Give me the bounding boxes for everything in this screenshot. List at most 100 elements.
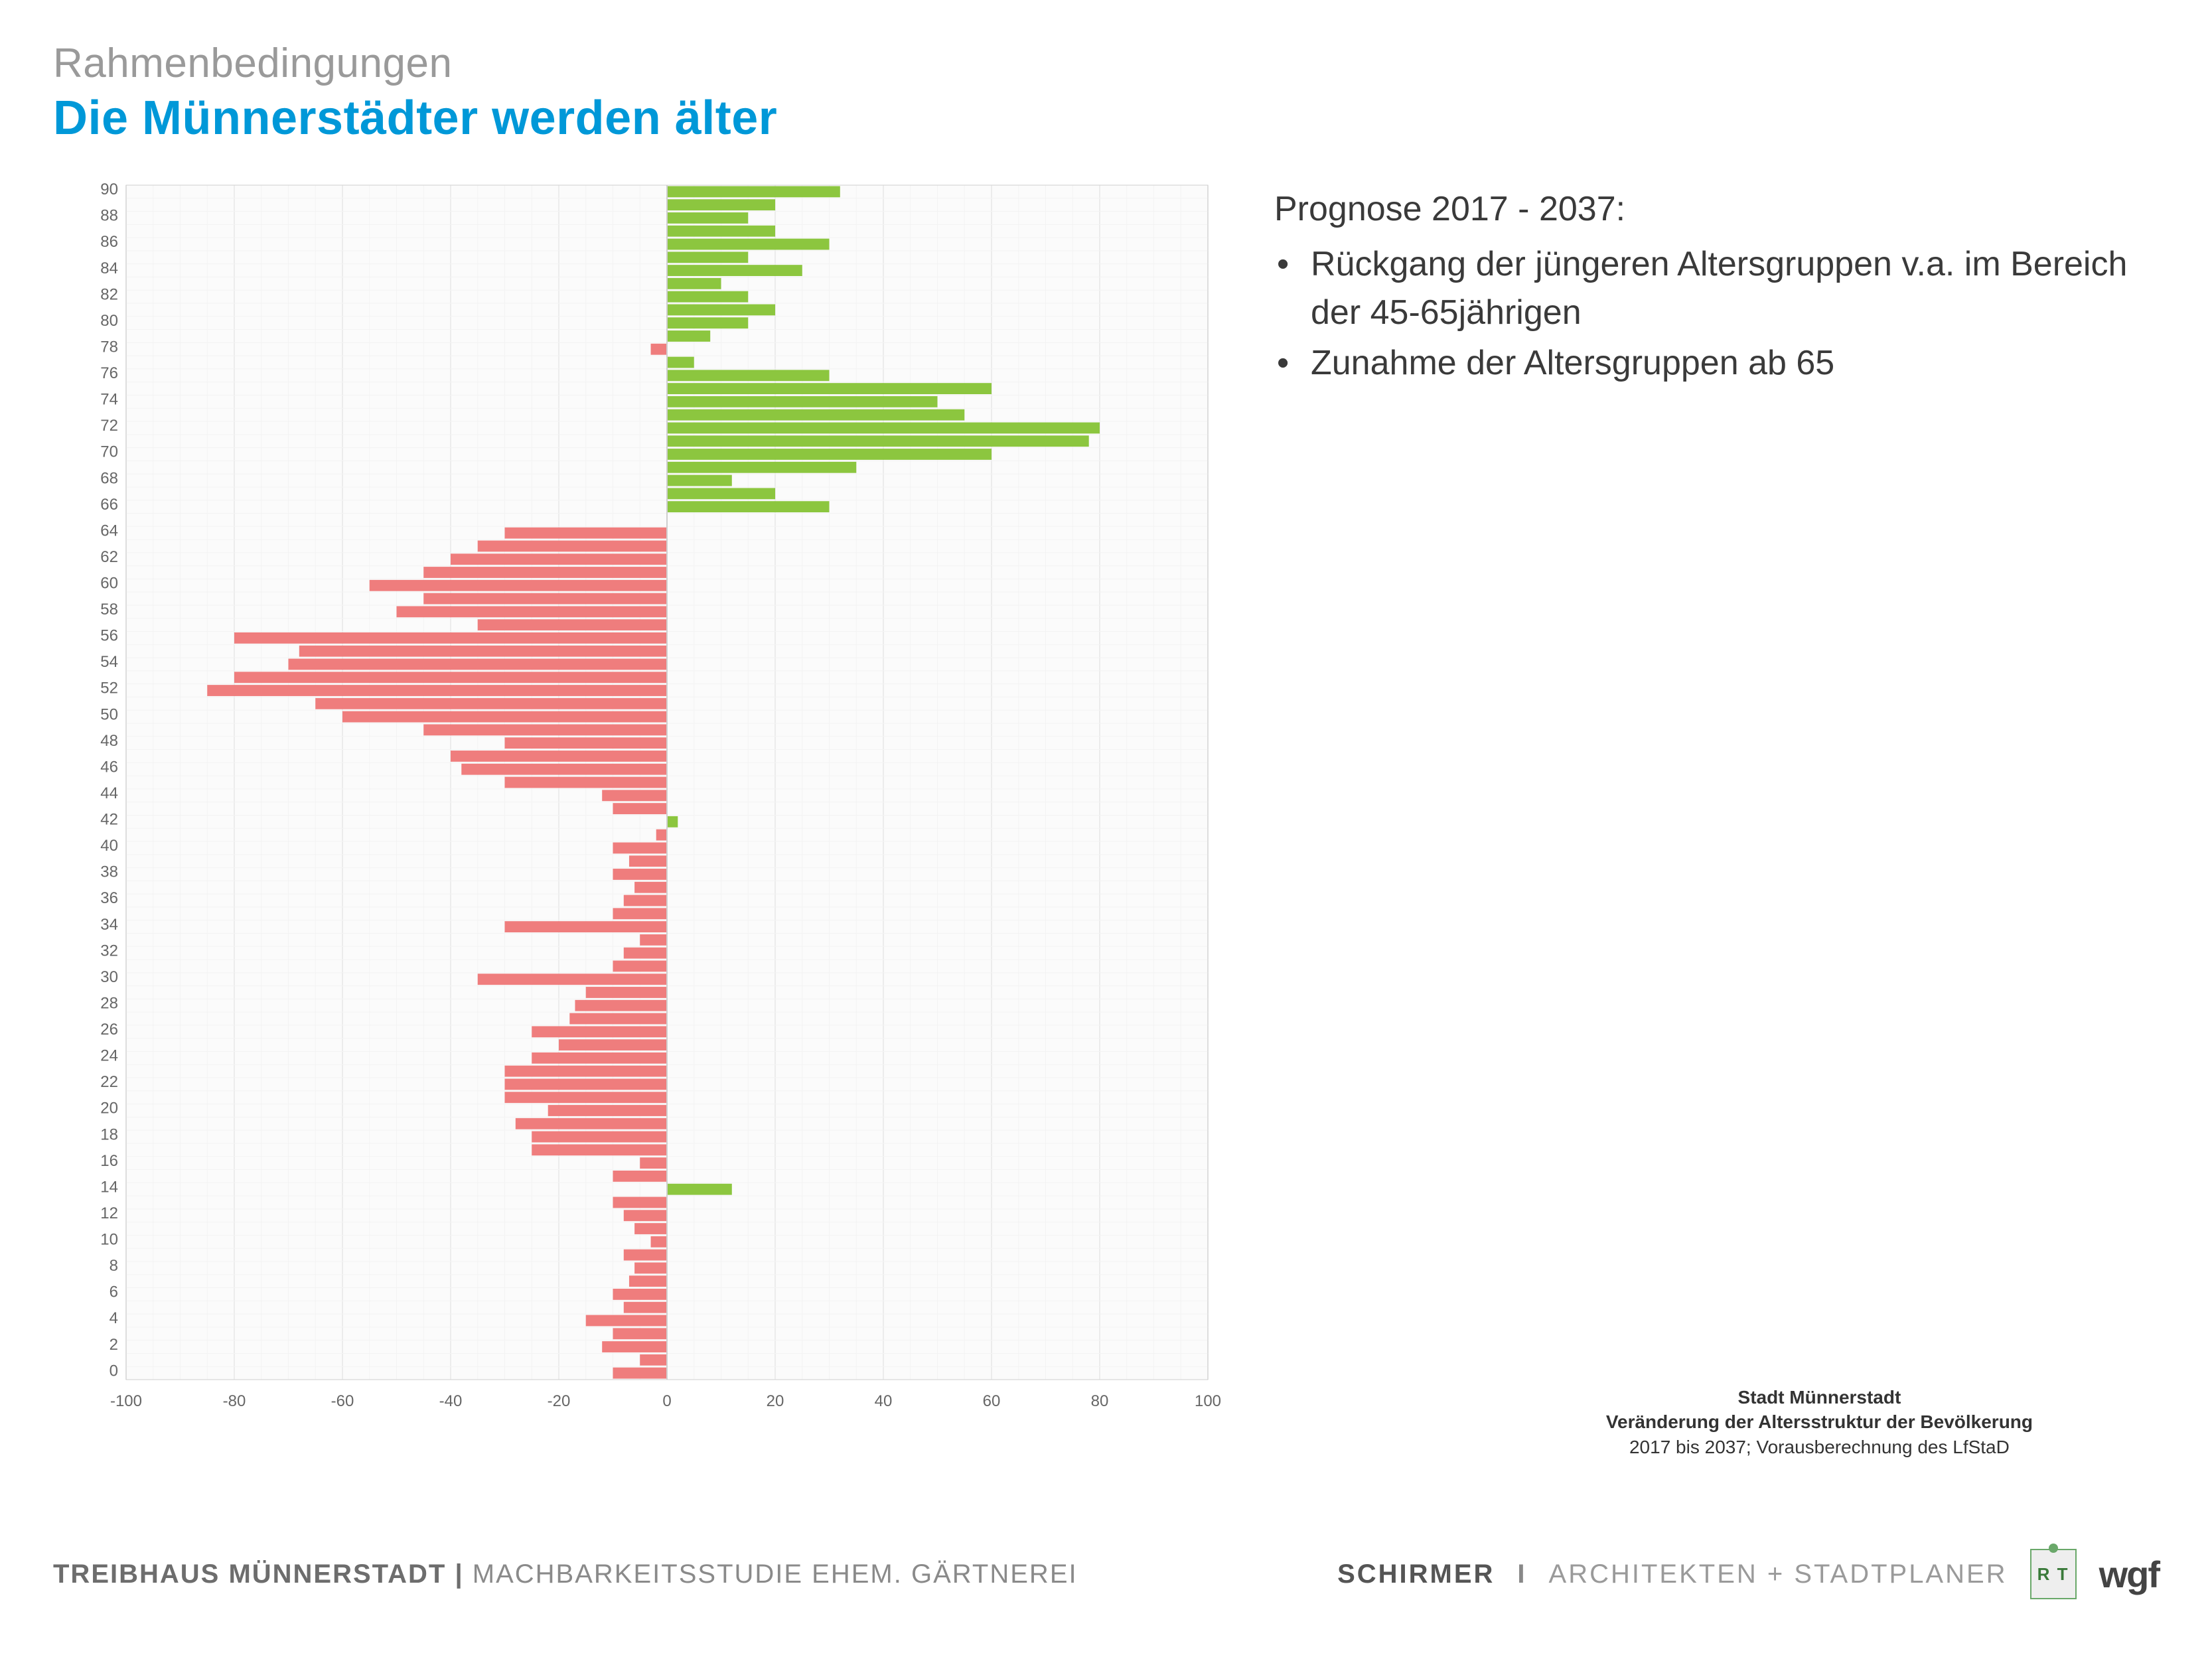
age-change-chart: -100-80-60-40-20020406080100024681012141… xyxy=(66,179,1221,1426)
bar-age-89 xyxy=(667,199,775,210)
y-tick-label: 80 xyxy=(100,312,118,330)
bar-age-80 xyxy=(667,317,748,328)
bar-age-78 xyxy=(651,344,667,355)
y-tick-label: 48 xyxy=(100,732,118,750)
bar-age-47 xyxy=(451,751,667,762)
bar-age-19 xyxy=(516,1118,667,1129)
bar-age-5 xyxy=(624,1302,667,1313)
y-tick-label: 2 xyxy=(110,1336,118,1354)
bar-age-24 xyxy=(532,1052,667,1064)
x-tick-label: 40 xyxy=(875,1392,893,1410)
bar-age-36 xyxy=(624,895,667,906)
bar-age-34 xyxy=(505,921,668,932)
x-tick-label: 100 xyxy=(1195,1392,1221,1410)
y-tick-label: 52 xyxy=(100,680,118,697)
y-tick-label: 76 xyxy=(100,364,118,382)
y-tick-label: 82 xyxy=(100,285,118,303)
footer-left-rest: MACHBARKEITSSTUDIE EHEM. GÄRTNEREI xyxy=(473,1559,1078,1589)
y-tick-label: 40 xyxy=(100,837,118,855)
y-tick-label: 58 xyxy=(100,601,118,618)
bar-age-48 xyxy=(505,737,668,749)
bar-age-86 xyxy=(667,239,830,250)
y-tick-label: 8 xyxy=(110,1257,118,1275)
y-tick-label: 12 xyxy=(100,1204,118,1222)
section-pretitle: Rahmenbedingungen xyxy=(53,40,2159,87)
bar-age-69 xyxy=(667,462,856,473)
sidebar-bullet: Rückgang der jüngeren Altersgruppen v.a.… xyxy=(1274,240,2159,337)
y-tick-label: 90 xyxy=(100,180,118,198)
y-tick-label: 10 xyxy=(100,1231,118,1249)
y-tick-label: 88 xyxy=(100,207,118,225)
bar-age-4 xyxy=(586,1315,667,1327)
bar-age-21 xyxy=(505,1092,668,1103)
bar-age-37 xyxy=(634,882,667,893)
footer-left-bold: TREIBHAUS MÜNNERSTADT | xyxy=(53,1559,473,1589)
footer-divider: I xyxy=(1517,1559,1526,1589)
y-tick-label: 14 xyxy=(100,1178,118,1196)
x-tick-label: -100 xyxy=(110,1392,142,1410)
bar-age-6 xyxy=(613,1289,668,1300)
y-tick-label: 4 xyxy=(110,1309,118,1327)
bar-age-45 xyxy=(505,777,668,788)
y-tick-label: 86 xyxy=(100,233,118,251)
bar-age-44 xyxy=(602,790,667,801)
bar-age-20 xyxy=(548,1105,667,1116)
y-tick-label: 30 xyxy=(100,968,118,986)
bar-age-43 xyxy=(613,803,668,814)
bar-age-16 xyxy=(640,1157,667,1169)
bar-age-85 xyxy=(667,252,748,263)
bar-age-62 xyxy=(451,553,667,565)
bar-age-52 xyxy=(207,685,667,696)
y-tick-label: 62 xyxy=(100,548,118,566)
logo-rt-icon: R T xyxy=(2030,1549,2077,1599)
x-tick-label: 80 xyxy=(1091,1392,1109,1410)
bar-age-22 xyxy=(505,1079,668,1090)
bar-age-33 xyxy=(640,934,667,946)
y-tick-label: 64 xyxy=(100,522,118,540)
y-tick-label: 74 xyxy=(100,391,118,409)
bar-age-81 xyxy=(667,305,775,316)
page-title: Die Münnerstädter werden älter xyxy=(53,91,2159,145)
footer-asp: ARCHITEKTEN + STADTPLANER xyxy=(1549,1559,2008,1589)
x-tick-label: -80 xyxy=(223,1392,246,1410)
bar-age-46 xyxy=(461,764,667,775)
y-tick-label: 24 xyxy=(100,1047,118,1065)
y-tick-label: 38 xyxy=(100,863,118,881)
bar-age-11 xyxy=(634,1223,667,1234)
bar-age-26 xyxy=(532,1026,667,1037)
bar-age-74 xyxy=(667,396,938,407)
bar-age-15 xyxy=(613,1171,668,1182)
y-tick-label: 46 xyxy=(100,758,118,776)
bar-age-8 xyxy=(634,1262,667,1273)
bar-age-68 xyxy=(667,475,732,486)
chart-attribution: Stadt Münnerstadt Veränderung der Alters… xyxy=(1606,1385,2033,1460)
sidebar-bullet: Zunahme der Altersgruppen ab 65 xyxy=(1274,339,2159,388)
y-tick-label: 20 xyxy=(100,1100,118,1118)
bar-age-10 xyxy=(651,1236,667,1248)
y-tick-label: 50 xyxy=(100,705,118,723)
page-footer: TREIBHAUS MÜNNERSTADT | MACHBARKEITSSTUD… xyxy=(0,1549,2212,1599)
y-tick-label: 6 xyxy=(110,1283,118,1301)
y-tick-label: 68 xyxy=(100,469,118,487)
bar-age-88 xyxy=(667,212,748,224)
bar-age-56 xyxy=(234,632,667,644)
y-tick-label: 70 xyxy=(100,443,118,461)
y-tick-label: 72 xyxy=(100,417,118,435)
bar-age-38 xyxy=(613,869,668,880)
footer-schirmer: SCHIRMER xyxy=(1337,1559,1495,1589)
y-tick-label: 66 xyxy=(100,496,118,514)
bar-age-41 xyxy=(656,830,667,841)
bar-age-75 xyxy=(667,383,992,394)
bar-age-59 xyxy=(423,593,667,605)
sidebar-title: Prognose 2017 - 2037: xyxy=(1274,185,2159,234)
y-tick-label: 56 xyxy=(100,627,118,645)
bar-age-61 xyxy=(423,567,667,578)
y-tick-label: 34 xyxy=(100,916,118,934)
bar-age-57 xyxy=(478,619,667,630)
y-tick-label: 18 xyxy=(100,1125,118,1143)
bar-age-55 xyxy=(299,646,667,657)
bar-age-32 xyxy=(624,948,667,959)
bar-age-1 xyxy=(640,1354,667,1366)
y-tick-label: 54 xyxy=(100,653,118,671)
bar-age-3 xyxy=(613,1328,668,1339)
